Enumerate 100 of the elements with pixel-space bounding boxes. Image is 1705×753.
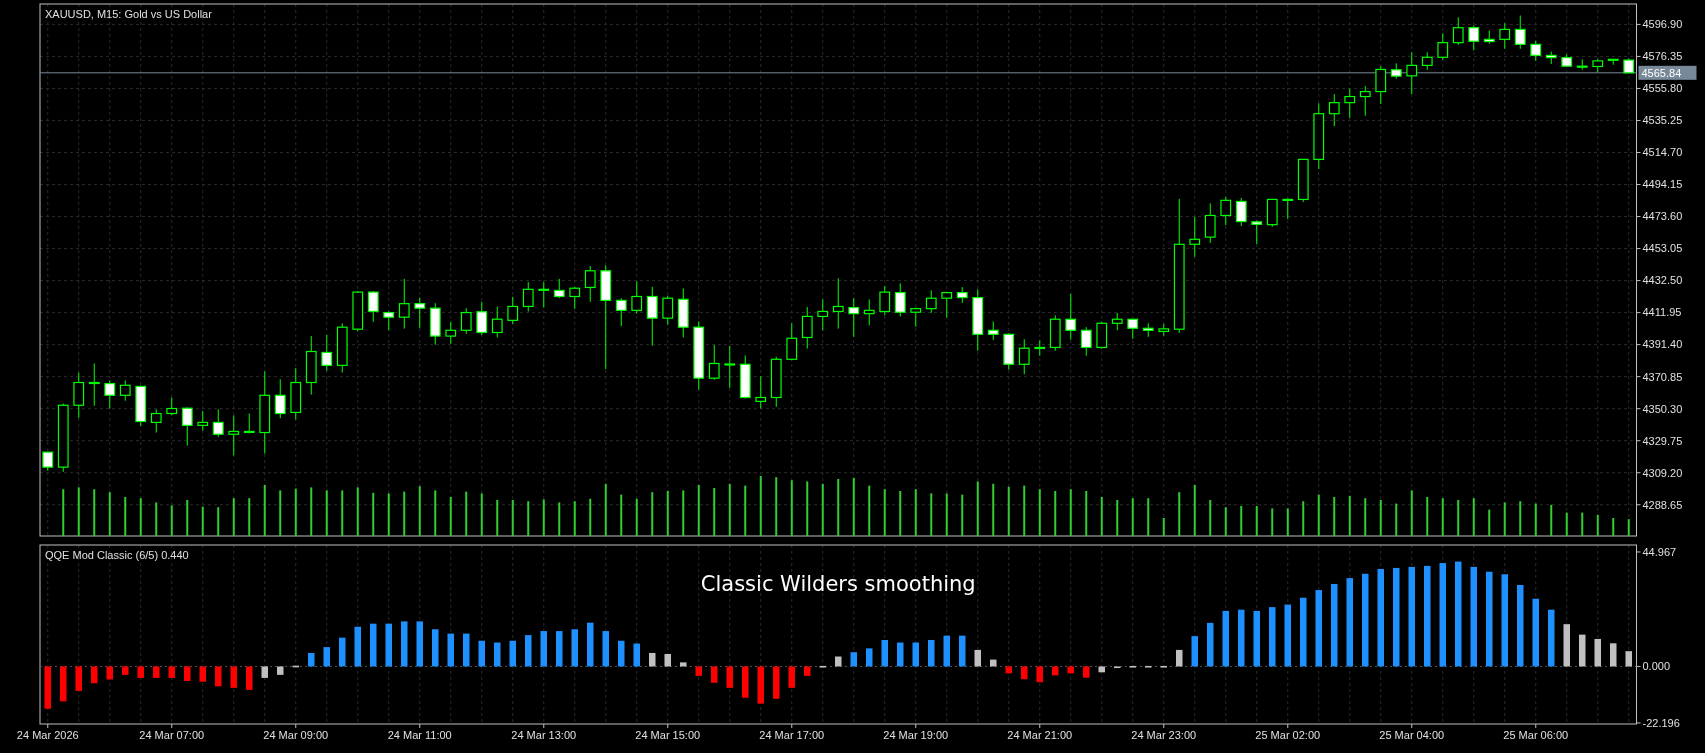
bar (633, 643, 641, 667)
bar (106, 666, 114, 680)
x-tick-label: 25 Mar 06:00 (1503, 729, 1569, 741)
candlestick (1359, 85, 1371, 117)
bar (604, 483, 607, 536)
bar (416, 621, 424, 667)
bar (1578, 634, 1586, 667)
bar (308, 652, 315, 667)
bar (1377, 568, 1384, 667)
bar (697, 485, 700, 536)
bar (201, 506, 204, 536)
annotation: Classic Wilders smoothing (700, 572, 976, 596)
bar (494, 642, 501, 667)
bar (1317, 494, 1320, 536)
bar (1470, 566, 1477, 667)
bar (387, 493, 390, 536)
bar (496, 500, 499, 536)
y-tick-label: 4576.35 (1642, 50, 1683, 63)
candlestick (631, 280, 643, 315)
bar (883, 489, 886, 536)
bar (279, 490, 282, 536)
bar (1116, 500, 1119, 536)
y-tick-label: 0.000 (1642, 660, 1671, 673)
candlestick (1344, 88, 1356, 119)
bar (1162, 518, 1165, 536)
candlestick (1328, 93, 1340, 127)
candlestick (398, 278, 410, 330)
bar (77, 487, 80, 536)
bar (354, 626, 362, 667)
bar (1005, 666, 1012, 674)
bar (868, 485, 871, 536)
bar (1206, 622, 1214, 667)
bar (899, 491, 902, 536)
bar (155, 502, 158, 536)
bar (1550, 504, 1553, 536)
candlestick (1204, 202, 1216, 244)
candlestick (383, 310, 395, 331)
bar (914, 489, 917, 536)
bar (1565, 512, 1568, 536)
bar (1348, 495, 1351, 536)
bar (1609, 643, 1617, 667)
bar (1612, 518, 1615, 536)
candlestick (1034, 339, 1046, 357)
y-tick-label: 4411.95 (1642, 306, 1682, 319)
bar (480, 493, 483, 536)
bar (790, 480, 793, 536)
candlestick (538, 281, 550, 309)
bar (217, 507, 220, 536)
candlestick (1375, 65, 1387, 105)
candlestick (832, 277, 844, 330)
x-tick-label: 24 Mar 23:00 (1131, 729, 1197, 741)
candlestick (73, 372, 85, 419)
bar (139, 498, 142, 536)
bar (1457, 500, 1460, 536)
bar (726, 666, 734, 688)
candlestick (879, 285, 891, 316)
bar (277, 666, 284, 675)
candlestick (569, 286, 581, 310)
bar (246, 666, 253, 690)
bar (263, 485, 266, 536)
bar (1286, 508, 1289, 536)
bar (711, 666, 718, 683)
candlestick (1220, 196, 1232, 226)
bar (1534, 503, 1537, 536)
bar (310, 487, 313, 536)
candlestick (414, 297, 426, 329)
bar (124, 497, 127, 536)
x-tick-label: 24 Mar 09:00 (263, 729, 329, 741)
candlestick (817, 298, 829, 331)
bar (1191, 636, 1198, 667)
bar (943, 635, 951, 667)
bar (1007, 486, 1010, 536)
bar (635, 498, 638, 536)
bar (1038, 489, 1041, 536)
bar (168, 666, 176, 678)
bar (1532, 598, 1539, 667)
bar (852, 477, 855, 536)
candlestick (367, 290, 379, 323)
bar (199, 666, 207, 682)
candlestick (801, 306, 813, 350)
bar (1255, 506, 1258, 536)
bar (1625, 651, 1632, 667)
bar (775, 477, 778, 536)
bar (1454, 561, 1462, 667)
bar (75, 666, 83, 691)
candlestick (1065, 293, 1077, 341)
candlestick (662, 295, 674, 326)
y-tick-label: 4494.15 (1642, 178, 1683, 191)
bar (1224, 507, 1227, 536)
bar (759, 476, 762, 536)
bar (651, 492, 654, 536)
candlestick (274, 378, 286, 419)
candlestick (894, 282, 906, 317)
bar (1082, 666, 1090, 678)
ref-line-label: 4565.84 (1641, 66, 1682, 79)
bar (540, 631, 548, 667)
candlestick (848, 297, 860, 338)
bar (1193, 485, 1196, 536)
bar (108, 492, 111, 536)
bar (974, 649, 982, 667)
